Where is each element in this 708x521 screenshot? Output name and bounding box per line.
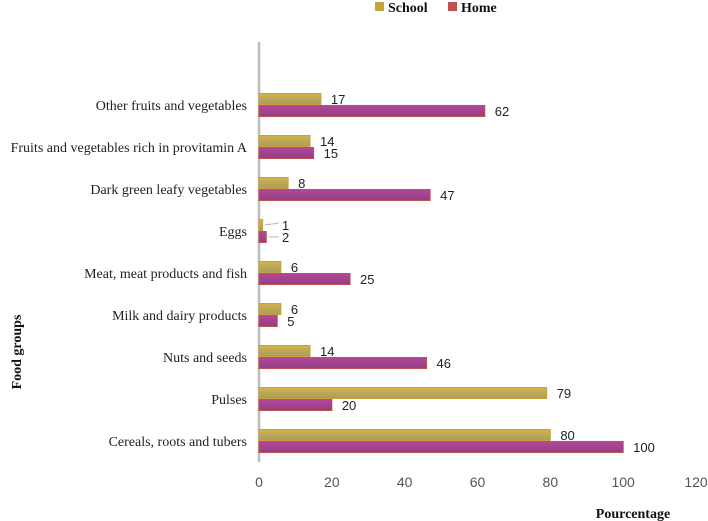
category-label: Cereals, roots and tubers xyxy=(109,435,247,450)
bar-school xyxy=(258,219,264,231)
bar-school xyxy=(258,303,282,315)
bar-school xyxy=(258,261,282,273)
bars xyxy=(258,93,624,453)
x-tick-label: 20 xyxy=(324,474,340,490)
legend: School Home xyxy=(375,1,497,16)
category-label: Nuts and seeds xyxy=(163,351,247,366)
x-tick-label: 0 xyxy=(255,474,263,490)
x-tick-label: 40 xyxy=(397,474,413,490)
bar-home xyxy=(258,231,267,243)
category-label: Dark green leafy vegetables xyxy=(90,183,247,198)
bar-home xyxy=(258,399,333,411)
bar-school xyxy=(258,429,551,441)
value-label: 2 xyxy=(282,230,289,245)
value-label: 47 xyxy=(440,188,454,203)
value-label: 5 xyxy=(287,314,294,329)
category-labels: Cereals, roots and tubers Pulses Nuts and … xyxy=(11,99,248,450)
bar-home xyxy=(258,273,351,285)
value-leader-line xyxy=(264,222,280,226)
value-label: 14 xyxy=(320,134,334,149)
value-label: 1 xyxy=(282,218,289,233)
value-label: 100 xyxy=(633,440,655,455)
value-label: 25 xyxy=(360,272,374,287)
value-label: 15 xyxy=(324,146,338,161)
category-label: Other fruits and vegetables xyxy=(96,99,247,114)
bar-home xyxy=(258,315,278,327)
category-label: Eggs xyxy=(219,225,247,240)
category-label: Meat, meat products and fish xyxy=(84,267,247,282)
bar-home xyxy=(258,147,315,159)
value-label: 6 xyxy=(291,260,298,275)
legend-swatch-home xyxy=(448,2,457,11)
bar-school xyxy=(258,93,322,105)
x-tick-label: 80 xyxy=(543,474,559,490)
x-tick-labels: 0 20 40 60 80 100 120 xyxy=(255,474,708,490)
bar-home xyxy=(258,441,624,453)
bar-home xyxy=(258,189,431,201)
value-label: 6 xyxy=(291,302,298,317)
value-label: 20 xyxy=(342,398,356,413)
legend-label-school: School xyxy=(388,1,428,16)
bar-home xyxy=(258,105,486,117)
y-axis-title: Food groups xyxy=(10,314,25,389)
bar-school xyxy=(258,177,289,189)
value-label: 80 xyxy=(560,428,574,443)
x-tick-label: 100 xyxy=(611,474,635,490)
category-label: Milk and dairy products xyxy=(112,309,247,324)
x-axis-title: Pourcentage xyxy=(596,507,670,521)
value-label: 62 xyxy=(495,104,509,119)
bar-school xyxy=(258,135,311,147)
category-label: Pulses xyxy=(211,393,247,408)
legend-swatch-school xyxy=(375,2,384,11)
x-tick-label: 60 xyxy=(470,474,486,490)
value-label: 17 xyxy=(331,92,345,107)
x-tick-label: 120 xyxy=(684,474,708,490)
legend-label-home: Home xyxy=(461,1,497,16)
value-label: 14 xyxy=(320,344,334,359)
bar-school xyxy=(258,345,311,357)
bar-school xyxy=(258,387,548,399)
value-label: 46 xyxy=(437,356,451,371)
value-label: 8 xyxy=(298,176,305,191)
value-label: 79 xyxy=(557,386,571,401)
category-label: Fruits and vegetables rich in provitamin… xyxy=(11,141,248,156)
bar-home xyxy=(258,357,428,369)
